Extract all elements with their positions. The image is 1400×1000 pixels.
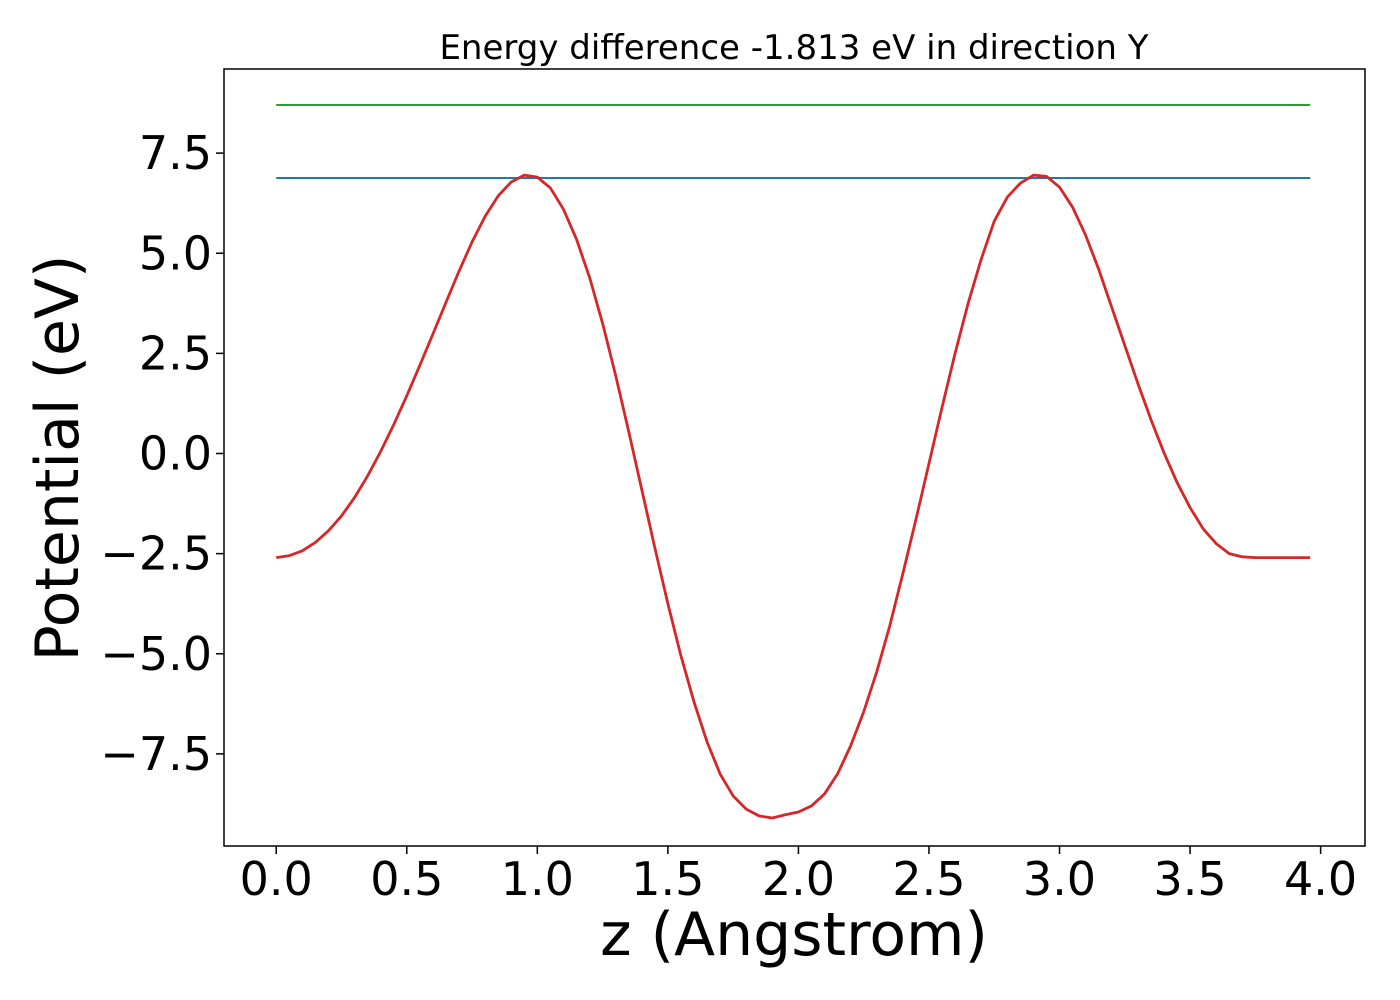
x-tick-label: 0.0 — [240, 852, 313, 906]
y-tick-label: −5.0 — [100, 627, 212, 681]
y-axis-label: Potential (eV) — [23, 255, 93, 662]
x-tick-label: 0.5 — [370, 852, 443, 906]
x-tick-label: 1.0 — [501, 852, 574, 906]
series-layer — [276, 104, 1311, 820]
plot-frame — [223, 68, 1366, 847]
x-tick-label: 3.5 — [1153, 852, 1226, 906]
y-tick-label: 5.0 — [139, 226, 212, 280]
x-tick-label: 3.0 — [1023, 852, 1096, 906]
series-line-3 — [276, 173, 1311, 820]
y-tick-label: −2.5 — [100, 527, 212, 581]
x-tick-label: 2.0 — [762, 852, 835, 906]
x-tick-label: 1.5 — [631, 852, 704, 906]
x-tick-label: 2.5 — [892, 852, 965, 906]
y-tick-label: 0.0 — [139, 427, 212, 481]
chart-title: Energy difference -1.813 eV in direction… — [439, 28, 1148, 68]
y-tick-label: −7.5 — [100, 727, 212, 781]
x-axis-label: z (Angstrom) — [600, 900, 988, 970]
x-tick-label: 4.0 — [1284, 852, 1357, 906]
y-tick-label: 2.5 — [139, 326, 212, 380]
y-tick-label: 7.5 — [139, 126, 212, 180]
tick-layer: 0.0 0.5 1.0 1.5 2.0 2.5 3.0 3.5 4.0 −7.5 −5.0 −2.5 0… — [100, 126, 1357, 906]
